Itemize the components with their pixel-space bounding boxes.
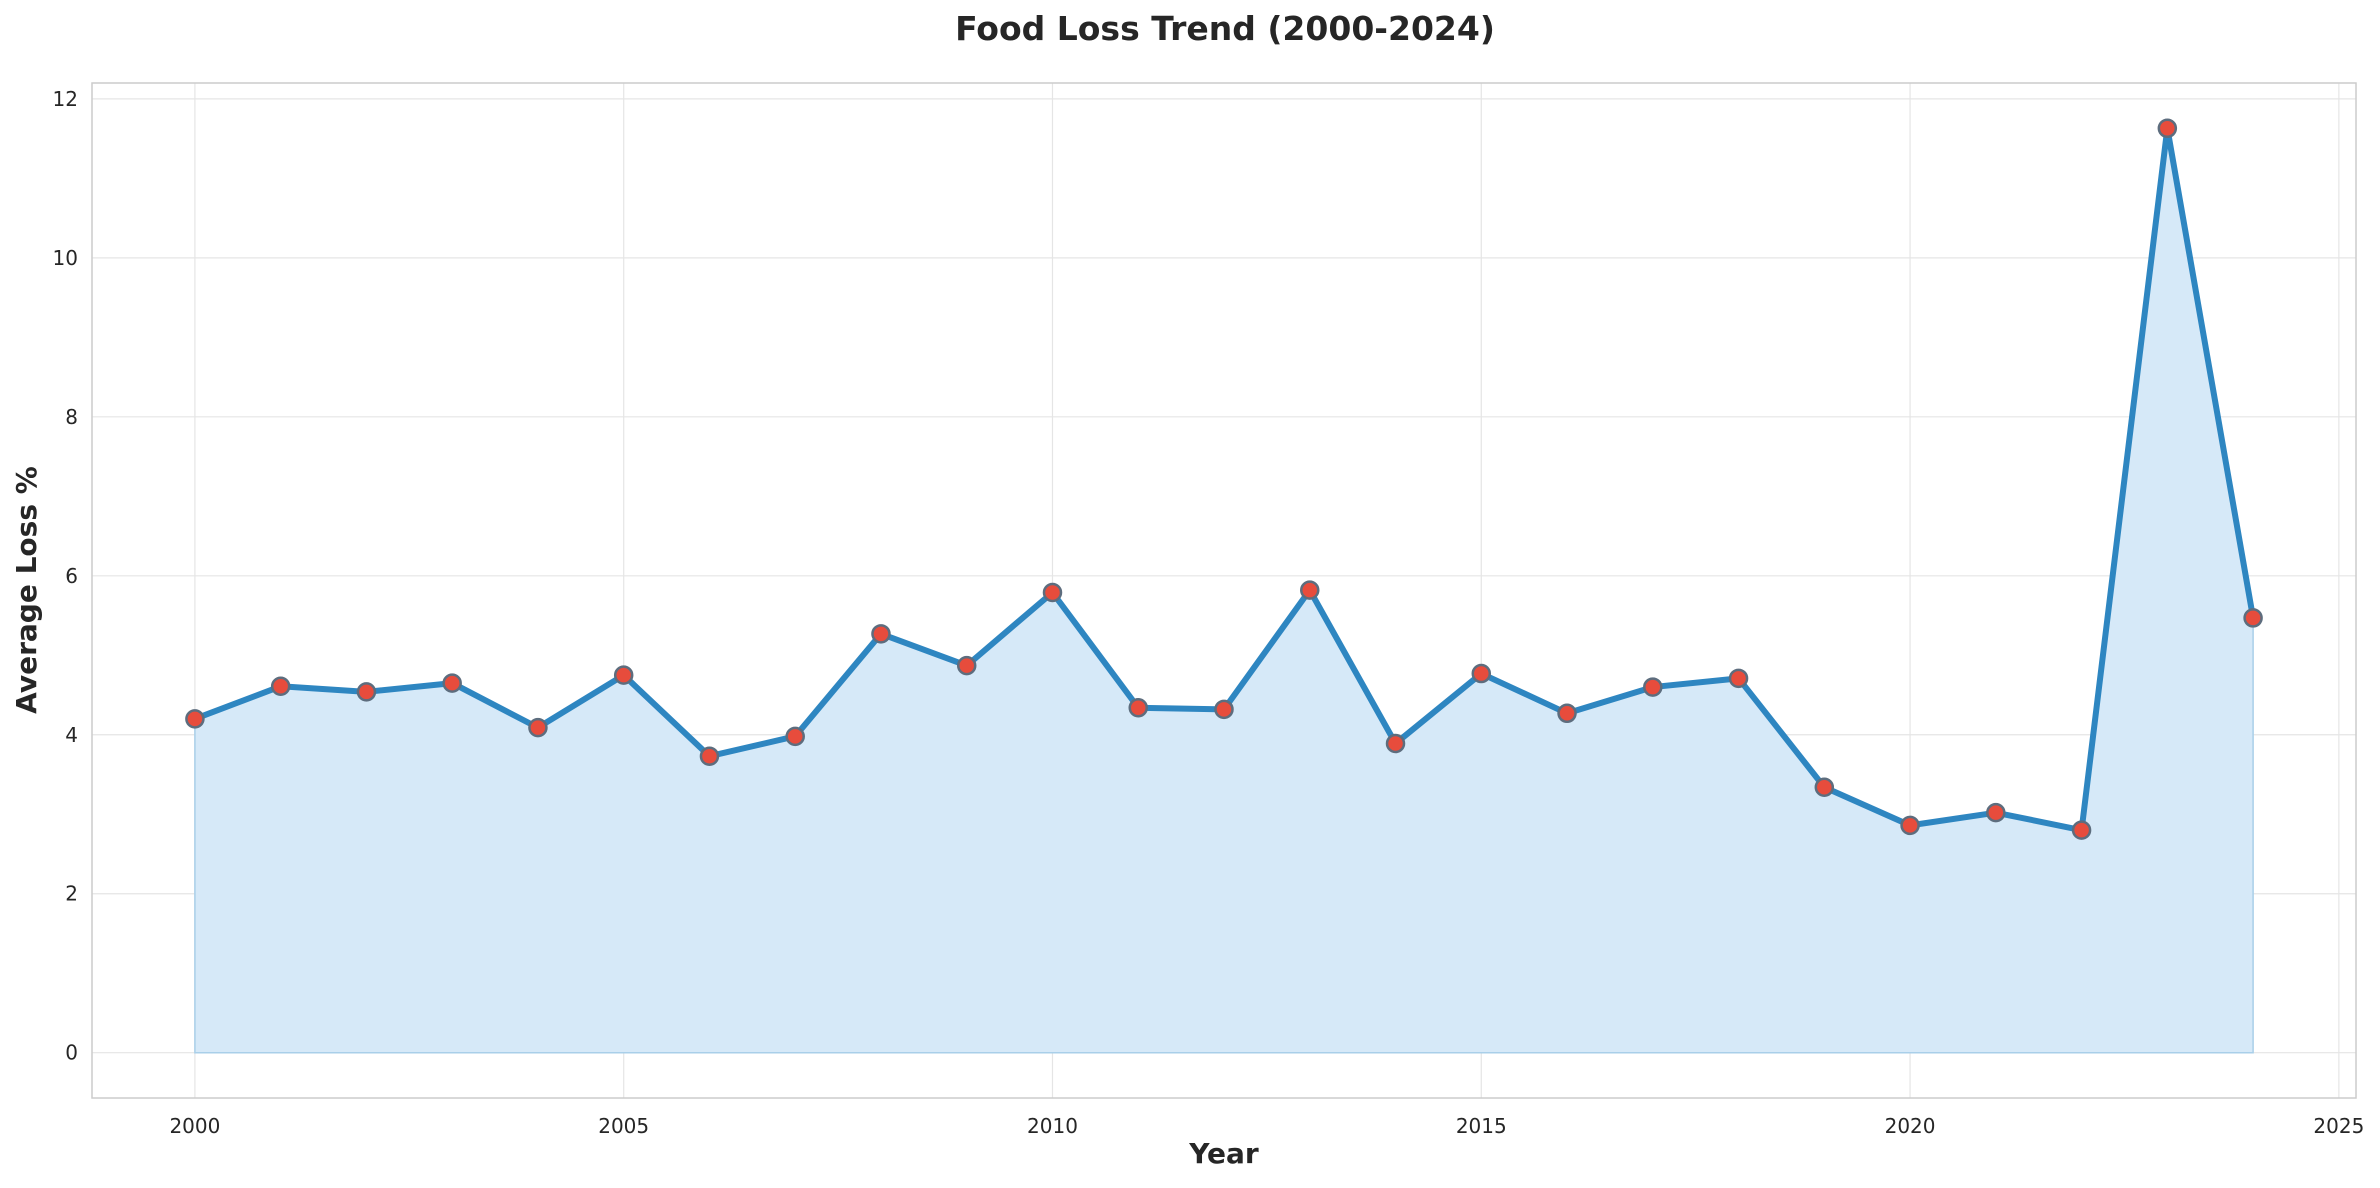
plot-frame: [91, 82, 2357, 1099]
x-axis-label: Year: [1188, 1137, 1259, 1170]
data-point: [613, 665, 634, 685]
tick-labels: 2000 2005 2010 2015 2020 2025 0 2 4 6 8 10 12: [53, 87, 2365, 1138]
y-tick-label: 10: [53, 246, 78, 270]
data-point: [785, 726, 805, 747]
y-tick-label: 2: [65, 882, 78, 906]
data-point: [1728, 668, 1749, 689]
data-point: [1557, 703, 1577, 724]
x-tick-label: 2005: [598, 1114, 649, 1138]
data-point: [1214, 699, 1234, 720]
x-tick-label: 2015: [1456, 1114, 1507, 1138]
data-point: [1814, 777, 1835, 797]
data-point: [2243, 608, 2263, 628]
data-point: [356, 682, 377, 702]
data-point: [699, 746, 720, 766]
data-point: [1471, 663, 1492, 684]
y-tick-label: 0: [65, 1041, 78, 1065]
x-tick-label: 2000: [169, 1114, 220, 1138]
data-point: [528, 717, 548, 738]
data-point: [1986, 802, 2006, 823]
data-point: [442, 673, 462, 693]
data-point: [871, 624, 891, 644]
x-tick-label: 2025: [2313, 1114, 2364, 1138]
data-point: [1128, 697, 1148, 718]
data-point: [1900, 815, 1920, 836]
data-point: [1643, 677, 1663, 697]
data-point: [956, 655, 977, 676]
data-point: [1300, 580, 1320, 600]
chart-title: Food Loss Trend (2000-2024): [955, 9, 1495, 48]
y-tick-label: 6: [65, 564, 78, 588]
x-tick-label: 2010: [1027, 1114, 1078, 1138]
y-tick-label: 4: [65, 723, 78, 747]
data-point: [270, 676, 291, 697]
data-points: [185, 118, 2263, 840]
data-point: [2071, 820, 2092, 840]
y-tick-label: 8: [65, 405, 78, 429]
y-tick-label: 12: [53, 87, 78, 111]
data-point: [1385, 733, 1406, 754]
data-point: [1042, 582, 1063, 603]
data-point: [2157, 118, 2178, 139]
y-axis-label: Average Loss %: [10, 466, 43, 714]
x-tick-label: 2020: [1885, 1114, 1936, 1138]
data-point: [185, 709, 205, 729]
